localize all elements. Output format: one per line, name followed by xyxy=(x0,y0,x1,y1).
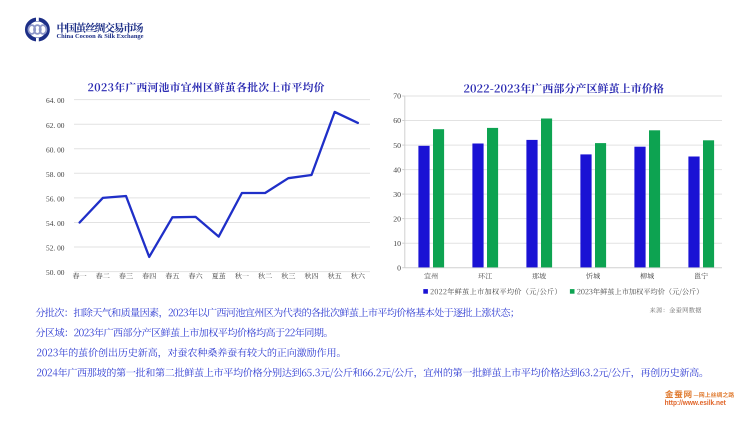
svg-text:60: 60 xyxy=(393,116,401,125)
svg-text:58. 00: 58. 00 xyxy=(46,170,65,179)
svg-text:50: 50 xyxy=(393,141,401,150)
svg-text:62. 00: 62. 00 xyxy=(46,121,65,130)
svg-text:52. 00: 52. 00 xyxy=(46,244,65,253)
svg-text:10: 10 xyxy=(393,239,401,248)
svg-text:56. 00: 56. 00 xyxy=(46,195,65,204)
svg-text:64. 00: 64. 00 xyxy=(46,96,65,105)
svg-text:40: 40 xyxy=(393,165,401,174)
svg-text:20: 20 xyxy=(393,214,401,223)
svg-text:China Cocoon & Silk Exchange: China Cocoon & Silk Exchange xyxy=(57,33,144,40)
svg-text:70: 70 xyxy=(393,92,401,101)
svg-text:54. 00: 54. 00 xyxy=(46,219,65,228)
svg-text:http://www.esilk.net: http://www.esilk.net xyxy=(665,398,727,407)
svg-text:0: 0 xyxy=(397,263,401,272)
svg-text:50. 00: 50. 00 xyxy=(46,268,65,277)
svg-text:60. 00: 60. 00 xyxy=(46,145,65,154)
svg-text:30: 30 xyxy=(393,190,401,199)
